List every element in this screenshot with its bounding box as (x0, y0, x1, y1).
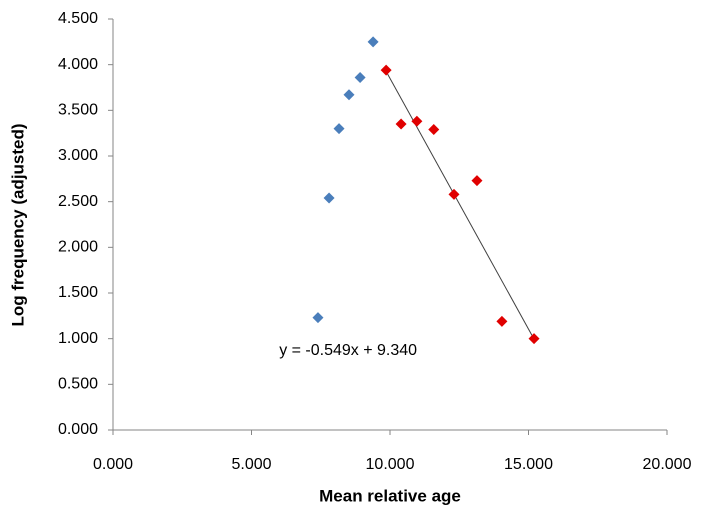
point (343, 89, 355, 101)
x-tick-label: 20.000 (643, 456, 692, 473)
y-tick-label: 2.000 (58, 239, 98, 256)
y-tick-label: 3.000 (58, 147, 98, 164)
point (380, 64, 392, 76)
point (323, 192, 335, 204)
x-tick-label: 10.000 (366, 456, 415, 473)
point (411, 115, 423, 127)
point (448, 188, 460, 200)
x-axis-title: Mean relative age (319, 486, 461, 505)
x-tick-label: 15.000 (504, 456, 553, 473)
point (312, 312, 324, 324)
y-tick-label: 4.000 (58, 56, 98, 73)
y-tick-label: 3.500 (58, 102, 98, 119)
x-tick-label: 0.000 (93, 456, 133, 473)
x-tick-label: 5.000 (231, 456, 271, 473)
point (471, 175, 483, 187)
y-tick-label: 0.500 (58, 376, 98, 393)
y-tick-label: 2.500 (58, 193, 98, 210)
point (354, 71, 366, 83)
point (367, 36, 379, 48)
y-tick-label: 0.000 (58, 421, 98, 438)
y-tick-label: 1.500 (58, 284, 98, 301)
y-axis-title: Log frequency (adjusted) (8, 123, 27, 326)
point (395, 118, 407, 130)
point (333, 123, 345, 135)
y-tick-label: 4.500 (58, 10, 98, 27)
trendline (385, 71, 535, 340)
y-tick-label: 1.000 (58, 330, 98, 347)
trendline-equation: y = -0.549x + 9.340 (279, 342, 417, 359)
point (428, 124, 440, 136)
point (496, 315, 508, 327)
point (528, 333, 540, 345)
